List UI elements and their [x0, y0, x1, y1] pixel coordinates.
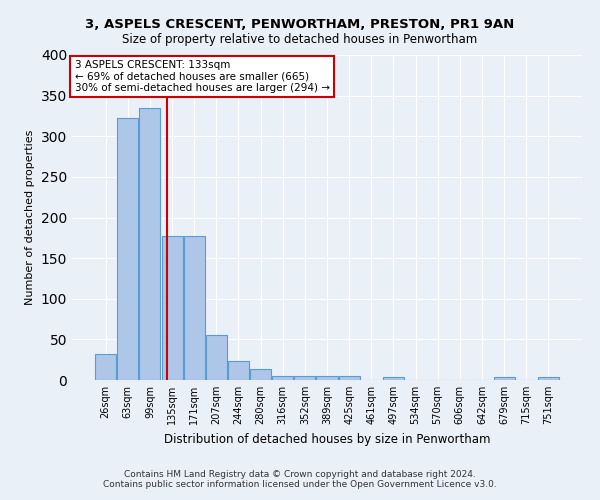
Bar [161, 236, 182, 380]
Bar [295, 376, 316, 380]
Bar [95, 354, 116, 380]
Bar [538, 377, 559, 380]
Bar [272, 376, 293, 380]
Bar [250, 368, 271, 380]
Bar [139, 108, 160, 380]
Bar [316, 376, 338, 380]
Text: Size of property relative to detached houses in Penwortham: Size of property relative to detached ho… [122, 32, 478, 46]
Text: 3 ASPELS CRESCENT: 133sqm
← 69% of detached houses are smaller (665)
30% of semi: 3 ASPELS CRESCENT: 133sqm ← 69% of detac… [74, 60, 329, 93]
Bar [184, 236, 205, 380]
Bar [494, 377, 515, 380]
Text: Contains HM Land Registry data © Crown copyright and database right 2024.
Contai: Contains HM Land Registry data © Crown c… [103, 470, 497, 489]
Text: 3, ASPELS CRESCENT, PENWORTHAM, PRESTON, PR1 9AN: 3, ASPELS CRESCENT, PENWORTHAM, PRESTON,… [85, 18, 515, 30]
X-axis label: Distribution of detached houses by size in Penwortham: Distribution of detached houses by size … [164, 432, 490, 446]
Bar [383, 377, 404, 380]
Bar [118, 118, 139, 380]
Y-axis label: Number of detached properties: Number of detached properties [25, 130, 35, 305]
Bar [338, 376, 359, 380]
Bar [228, 362, 249, 380]
Bar [206, 336, 227, 380]
